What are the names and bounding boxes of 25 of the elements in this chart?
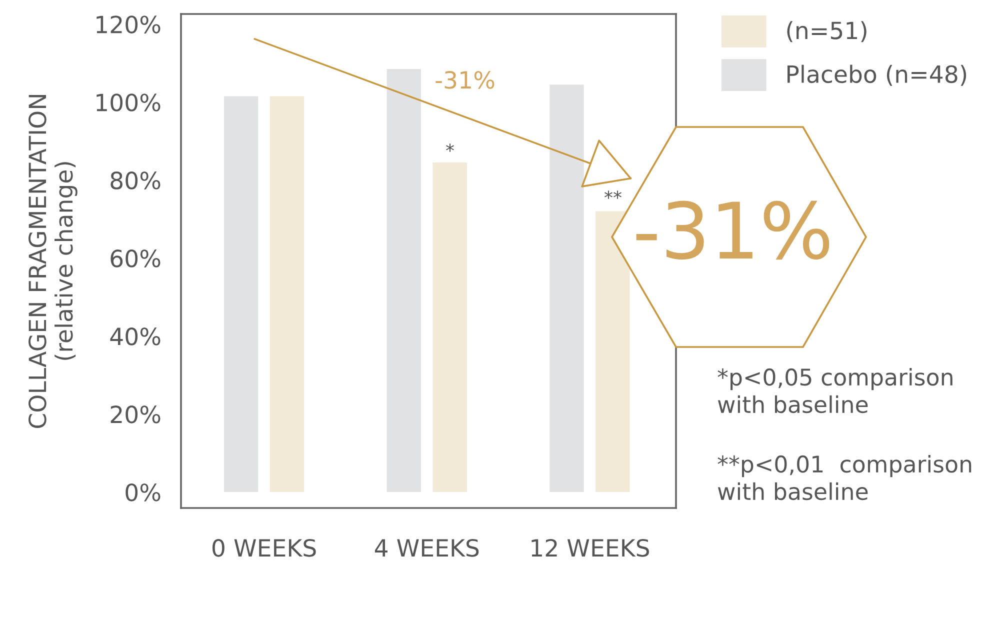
- y-axis-title: COLLAGEN FRAGMENTATION (relative change): [28, 95, 78, 428]
- y-tick-label: 40%: [110, 328, 160, 346]
- x-tick-label: 12 WEEKS: [532, 538, 649, 557]
- y-tick-label: 80%: [110, 172, 160, 190]
- bar: [596, 211, 630, 492]
- x-tick-label: 0 WEEKS: [212, 538, 316, 557]
- annotation: -31%: [636, 200, 830, 260]
- bar: [224, 96, 258, 492]
- bar: [270, 96, 304, 492]
- y-tick-label: 0%: [126, 483, 160, 502]
- text: **p<0,01 comparison with baseline: [718, 455, 972, 500]
- legend-label: (n=51): [787, 21, 866, 42]
- annotation: -31%: [436, 70, 494, 89]
- y-tick-label: 100%: [96, 94, 160, 112]
- annotation: *: [446, 144, 454, 152]
- bar: [432, 162, 467, 492]
- x-tick-label: 4 WEEKS: [374, 538, 479, 557]
- bar: [386, 68, 422, 492]
- y-tick-label: 20%: [110, 405, 160, 424]
- text: *p<0,05 comparison with baseline: [718, 368, 952, 414]
- legend-label: Placebo (n=48): [788, 64, 966, 86]
- y-tick-label: 60%: [110, 250, 160, 268]
- bar: [550, 84, 584, 492]
- annotation: **: [604, 190, 622, 199]
- y-tick-label: 120%: [96, 16, 160, 34]
